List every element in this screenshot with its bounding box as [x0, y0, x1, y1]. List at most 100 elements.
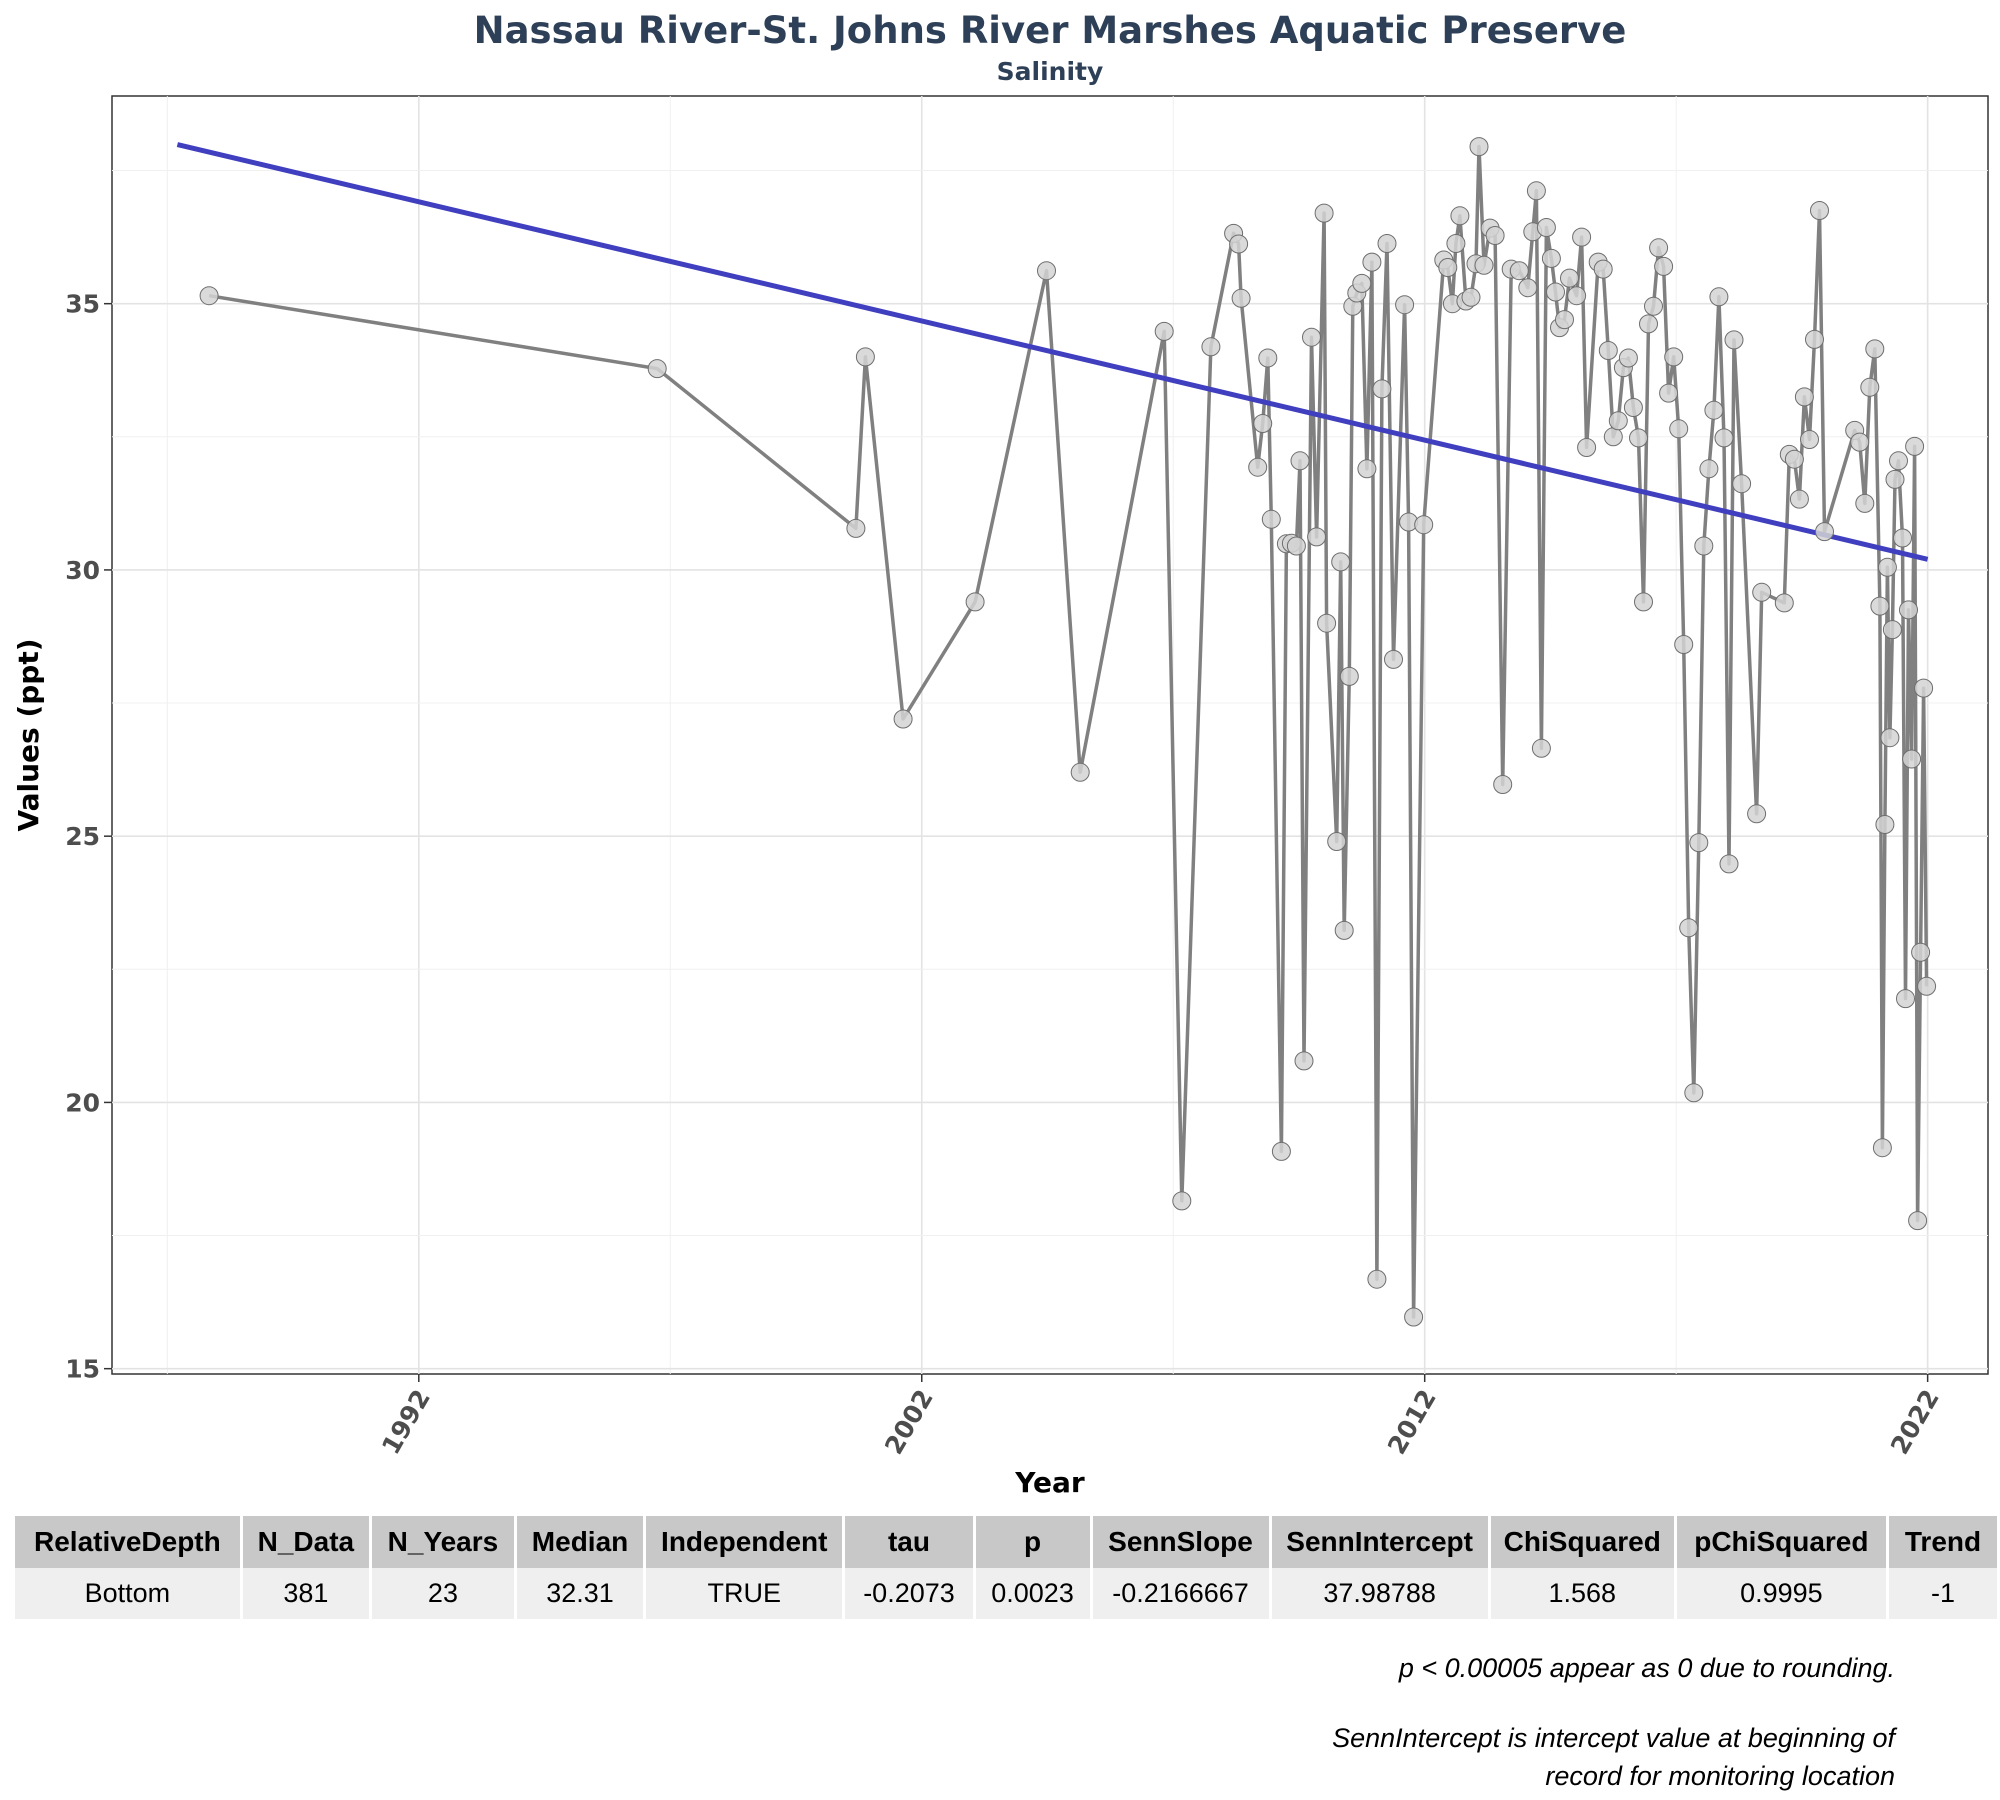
- data-point: [647, 359, 667, 379]
- data-point: [1404, 1307, 1424, 1327]
- data-point: [1896, 989, 1915, 1009]
- data-point: [1908, 1211, 1928, 1231]
- data-point: [1603, 427, 1623, 447]
- data-point: [1719, 854, 1739, 874]
- data-point: [965, 592, 985, 612]
- data-point: [1172, 1191, 1192, 1211]
- cell-median: 32.31: [515, 1568, 647, 1619]
- data-point: [1669, 419, 1689, 439]
- data-point: [1577, 438, 1597, 457]
- x-tick-label: 2012: [1382, 1385, 1442, 1460]
- data-point: [1911, 942, 1931, 962]
- data-point: [1531, 738, 1551, 758]
- data-point: [1917, 976, 1937, 996]
- x-tick-label: 2002: [879, 1385, 939, 1460]
- data-point: [1414, 515, 1434, 535]
- data-point: [1536, 218, 1556, 237]
- data-point: [1872, 1138, 1892, 1158]
- data-point: [1882, 620, 1902, 640]
- data-point: [1800, 430, 1819, 449]
- data-point: [1664, 347, 1684, 367]
- data-point: [1231, 288, 1251, 308]
- data-point: [1810, 201, 1829, 220]
- header-p: p: [974, 1516, 1093, 1568]
- data-point: [1229, 234, 1249, 254]
- data-point: [1037, 261, 1056, 281]
- data-point: [1469, 137, 1489, 157]
- data-point: [1258, 348, 1278, 368]
- data-point: [1327, 832, 1347, 851]
- data-point: [846, 518, 866, 538]
- x-tick-label: 1992: [376, 1385, 436, 1460]
- data-point: [1805, 329, 1824, 349]
- data-point: [1629, 428, 1648, 448]
- header-trend: Trend: [1887, 1516, 2000, 1568]
- data-point: [1201, 337, 1221, 357]
- data-point: [1154, 321, 1174, 341]
- data-point: [1885, 469, 1905, 489]
- data-point: [1880, 728, 1900, 748]
- stats-table-row: Bottom 381 23 32.31 TRUE -0.2073 0.0023 …: [15, 1568, 2000, 1619]
- data-point: [1850, 432, 1870, 452]
- data-point: [1294, 1051, 1314, 1071]
- trend-line: [176, 142, 1929, 562]
- data-point: [1461, 287, 1481, 307]
- cell-tau: -0.2073: [843, 1568, 976, 1619]
- data-point: [855, 347, 875, 367]
- data-point: [1474, 255, 1494, 275]
- data-point: [1339, 666, 1359, 686]
- header-relative-depth: RelativeDepth: [15, 1516, 243, 1568]
- data-point: [1546, 282, 1565, 302]
- data-point: [1893, 528, 1912, 548]
- cell-senn-slope: -0.2166667: [1091, 1568, 1272, 1619]
- trend-line-group: [176, 142, 1929, 562]
- data-point: [1889, 451, 1908, 471]
- y-tick-label: 20: [65, 1088, 100, 1117]
- y-tick-label: 15: [65, 1355, 100, 1384]
- data-points: [199, 137, 1937, 1327]
- data-point: [1784, 449, 1804, 469]
- data-point: [1644, 296, 1663, 316]
- data-point: [1253, 414, 1273, 433]
- footnote-rounding: p < 0.00005 appear as 0 due to rounding.: [1398, 1653, 1895, 1683]
- data-point: [1608, 411, 1628, 431]
- data-point: [1271, 1141, 1291, 1161]
- header-n-data: N_Data: [241, 1516, 372, 1568]
- plot-panel: [111, 95, 1989, 1375]
- data-point: [1395, 295, 1415, 315]
- data-point: [1317, 613, 1337, 633]
- data-point: [1774, 593, 1794, 613]
- data-point: [1357, 459, 1377, 479]
- data-point: [1747, 804, 1767, 824]
- data-point: [1070, 762, 1090, 782]
- data-point: [1634, 592, 1653, 612]
- data-point: [1509, 261, 1529, 281]
- cell-senn-intercept: 37.98788: [1270, 1568, 1491, 1619]
- data-point: [1446, 234, 1466, 253]
- data-point: [1914, 678, 1934, 698]
- data-point: [1593, 259, 1613, 279]
- data-point: [1905, 436, 1925, 456]
- data-point: [1679, 918, 1699, 938]
- data-point: [1307, 527, 1327, 547]
- data-point: [1372, 379, 1392, 399]
- chart-title: Nassau River-St. Johns River Marshes Aqu…: [474, 9, 1627, 52]
- data-point: [1684, 1083, 1704, 1103]
- cell-relative-depth: Bottom: [15, 1568, 243, 1619]
- data-point: [1352, 273, 1372, 293]
- data-point: [1493, 775, 1513, 794]
- data-point: [893, 709, 913, 729]
- y-tick-label: 30: [65, 556, 100, 585]
- cell-n-years: 23: [370, 1568, 517, 1619]
- data-point: [1248, 457, 1268, 477]
- data-point: [1704, 400, 1724, 420]
- header-senn-slope: SennSlope: [1091, 1516, 1272, 1568]
- salinity-chart: Nassau River-St. Johns River Marshes Aqu…: [12, 9, 1989, 1499]
- data-point: [1724, 330, 1744, 350]
- header-p-chi-squared: pChiSquared: [1675, 1516, 1890, 1568]
- data-point: [1261, 509, 1281, 529]
- data-point: [1877, 557, 1897, 577]
- header-independent: Independent: [644, 1516, 846, 1568]
- cell-p: 0.0023: [974, 1568, 1093, 1619]
- cell-chi-squared: 1.568: [1489, 1568, 1677, 1619]
